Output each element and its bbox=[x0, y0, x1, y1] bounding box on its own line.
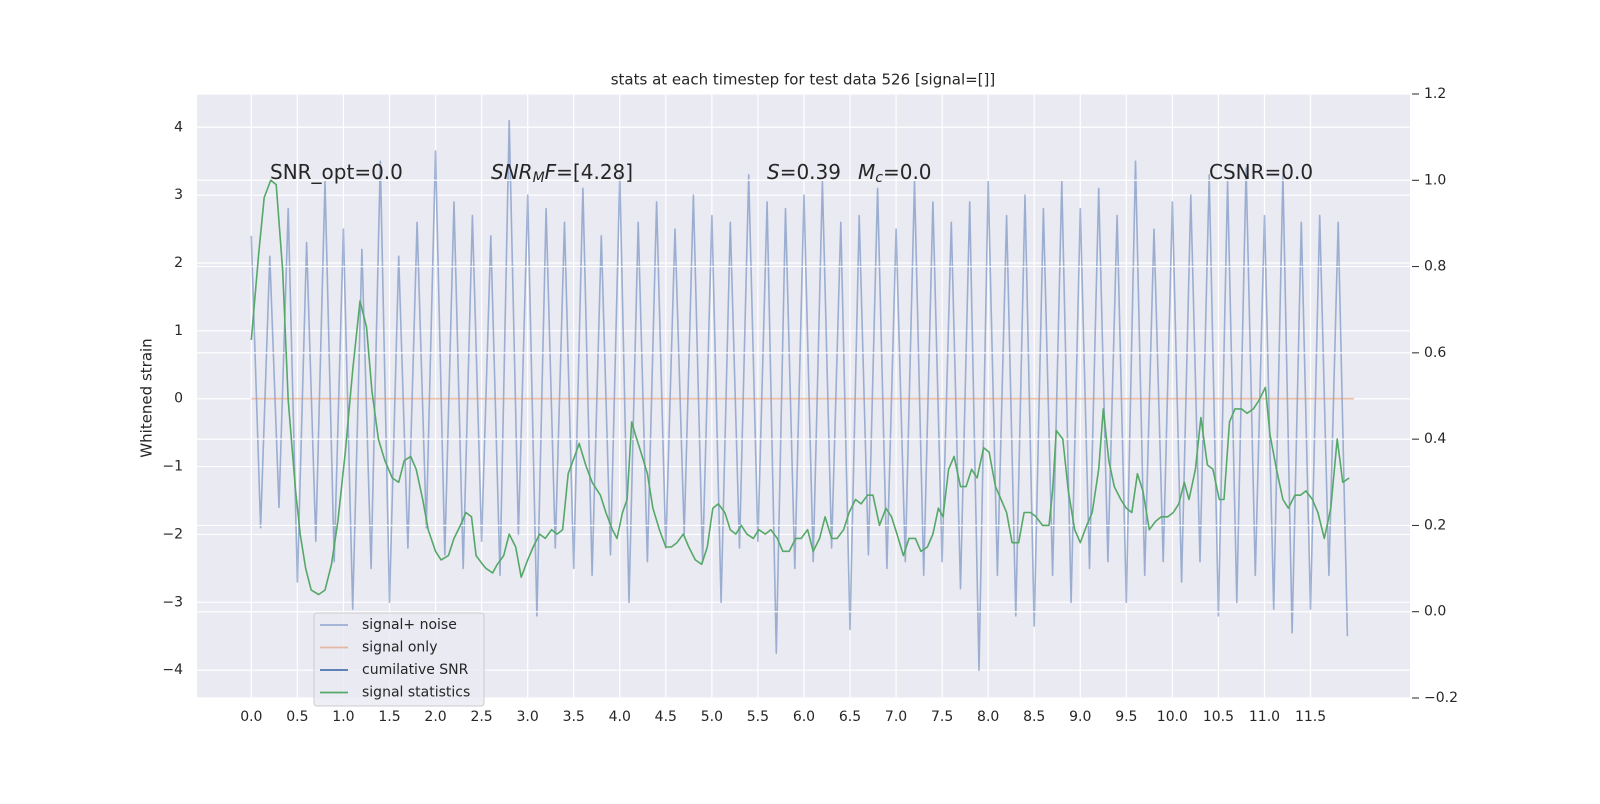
annotation-part: M bbox=[858, 160, 875, 184]
y2-tick-label: 0.6 bbox=[1424, 345, 1446, 361]
x-tick-label: 8.5 bbox=[1023, 709, 1045, 725]
x-tick-label: 6.5 bbox=[839, 709, 861, 725]
x-tick-label: 5.0 bbox=[701, 709, 723, 725]
x-tick-label: 7.5 bbox=[931, 709, 953, 725]
annotation: SNRMF=[4.28] bbox=[491, 160, 633, 187]
x-tick-label: 2.0 bbox=[424, 709, 446, 725]
annotation-part: c bbox=[875, 170, 883, 186]
x-tick-label: 10.0 bbox=[1157, 709, 1188, 725]
x-tick-label: 9.5 bbox=[1115, 709, 1137, 725]
annotation: Mc=0.0 bbox=[858, 160, 932, 187]
x-tick-label: 3.0 bbox=[517, 709, 539, 725]
chart-title: stats at each timestep for test data 526… bbox=[611, 71, 996, 89]
annotation-part: M bbox=[533, 170, 545, 186]
annotation-part: CSNR=0.0 bbox=[1209, 160, 1313, 184]
annotation-part: SNR_opt=0.0 bbox=[270, 160, 403, 184]
series-line bbox=[250, 179, 1350, 596]
annotation: CSNR=0.0 bbox=[1209, 160, 1313, 184]
x-tick-label: 1.0 bbox=[332, 709, 354, 725]
legend-label: signal statistics bbox=[362, 685, 470, 701]
x-tick-label: 6.0 bbox=[793, 709, 815, 725]
x-tick-label: 5.5 bbox=[747, 709, 769, 725]
y2-tick-label: 1.2 bbox=[1424, 86, 1446, 102]
x-tick-label: 8.0 bbox=[977, 709, 999, 725]
x-tick-label: 1.5 bbox=[378, 709, 400, 725]
annotation-part: =0.39 bbox=[780, 160, 841, 184]
y2-tick-label: 0.2 bbox=[1424, 517, 1446, 533]
x-tick-label: 4.0 bbox=[609, 709, 631, 725]
y2-tick-label: 0.0 bbox=[1424, 604, 1446, 620]
y2-tick-label: 0.8 bbox=[1424, 259, 1446, 275]
y-tick-label: 4 bbox=[174, 119, 183, 135]
y2-tick-label: −0.2 bbox=[1424, 690, 1458, 706]
y-tick-label: −2 bbox=[162, 526, 183, 542]
legend-box bbox=[313, 612, 485, 707]
x-tick-label: 2.5 bbox=[470, 709, 492, 725]
y-tick-label: 2 bbox=[174, 255, 183, 271]
x-tick-label: 0.5 bbox=[286, 709, 308, 725]
y-tick-label: 1 bbox=[174, 323, 183, 339]
annotation-part: =0.0 bbox=[883, 160, 932, 184]
legend-label: signal only bbox=[362, 640, 437, 656]
x-tick-label: 7.0 bbox=[885, 709, 907, 725]
y-tick-label: 0 bbox=[174, 391, 183, 407]
annotation: SNR_opt=0.0 bbox=[270, 160, 403, 184]
y2-tick-label: 1.0 bbox=[1424, 172, 1446, 188]
y2-tick-label: 0.4 bbox=[1424, 431, 1446, 447]
legend-label: cumilative SNR bbox=[362, 662, 469, 678]
x-tick-label: 11.0 bbox=[1249, 709, 1280, 725]
x-tick-label: 10.5 bbox=[1203, 709, 1234, 725]
y-tick-label: −1 bbox=[162, 459, 183, 475]
annotation: S=0.39 bbox=[767, 160, 841, 184]
series-line bbox=[250, 119, 1349, 671]
x-tick-label: 3.5 bbox=[563, 709, 585, 725]
y-tick-label: 3 bbox=[174, 187, 183, 203]
legend-label: signal+ noise bbox=[362, 617, 457, 633]
annotation-part: F bbox=[545, 160, 557, 184]
x-tick-label: 0.0 bbox=[240, 709, 262, 725]
y-axis-label: Whitened strain bbox=[138, 338, 156, 457]
x-tick-label: 11.5 bbox=[1295, 709, 1326, 725]
x-tick-label: 4.5 bbox=[655, 709, 677, 725]
y-tick-label: −4 bbox=[162, 662, 183, 678]
annotation-part: S bbox=[767, 160, 780, 184]
annotation-part: =[4.28] bbox=[556, 160, 633, 184]
annotation-part: SNR bbox=[491, 160, 533, 184]
x-tick-label: 9.0 bbox=[1069, 709, 1091, 725]
y-tick-label: −3 bbox=[162, 594, 183, 610]
